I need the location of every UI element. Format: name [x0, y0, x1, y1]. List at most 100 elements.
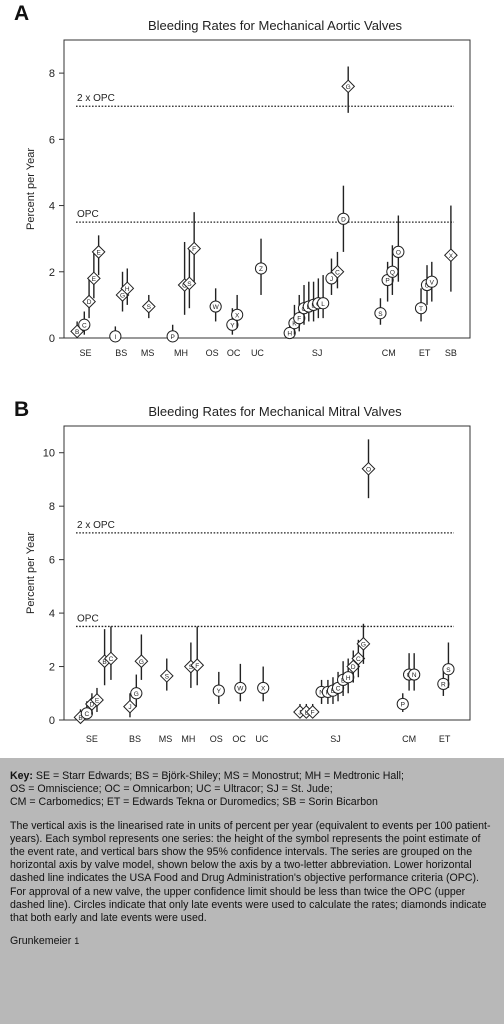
point-label: L: [321, 301, 325, 308]
circle-marker: [257, 681, 270, 695]
y-tick-label: 6: [49, 555, 55, 567]
point-label: P: [385, 278, 389, 285]
point-label: I: [114, 334, 116, 341]
y-axis-label: Percent per Year: [25, 148, 37, 230]
circle-marker: [109, 330, 122, 343]
point-label: T: [419, 306, 423, 313]
data-point: F: [190, 626, 205, 686]
key-line-2: OS = Omniscience; OC = Omnicarbon; UC = …: [10, 783, 333, 796]
point-label: C: [336, 686, 341, 693]
circle-marker: [166, 330, 179, 343]
circle-marker: [212, 684, 225, 697]
circle-marker: [374, 307, 387, 320]
group-label: UC: [251, 348, 264, 358]
circle-marker: [408, 668, 421, 681]
data-point: Y: [212, 671, 225, 704]
point-label: D: [90, 702, 95, 709]
diamond-marker: [190, 658, 205, 673]
point-label: B: [75, 329, 79, 336]
y-tick-label: 8: [49, 68, 55, 80]
data-point: F: [187, 212, 202, 282]
point-label: X: [449, 253, 454, 260]
circle-marker: [231, 308, 244, 321]
group-label: SE: [79, 348, 91, 358]
data-point: E: [91, 235, 106, 276]
point-label: F: [297, 316, 301, 323]
group-label: CM: [382, 348, 396, 358]
circle-marker: [442, 663, 455, 676]
group-label: ET: [439, 734, 451, 744]
key-heading: Key:: [10, 770, 33, 782]
panel-b-letter: B: [14, 398, 30, 421]
data-point: P: [396, 693, 409, 712]
point-label: C: [356, 656, 361, 663]
diamond-marker: [341, 79, 356, 94]
panel-a-letter: A: [14, 2, 30, 25]
caption-credit: Grunkemeier 1: [10, 935, 494, 948]
data-point: Q: [386, 245, 399, 295]
point-label: J: [298, 710, 301, 717]
circle-marker: [317, 297, 330, 310]
group-label: ET: [419, 348, 431, 358]
data-point: G: [130, 674, 143, 707]
data-point: D: [82, 278, 96, 319]
data-point: E: [86, 251, 101, 299]
point-label: K: [292, 321, 297, 328]
point-label: G: [346, 84, 351, 91]
diamond-marker: [351, 651, 366, 666]
y-tick-label: 0: [49, 715, 55, 727]
chart-title: Bleeding Rates for Mechanical Mitral Val…: [148, 404, 402, 419]
point-label: F: [311, 710, 315, 717]
key-line-1-text: SE = Starr Edwards; BS = Björk-Shiley; M…: [35, 770, 404, 782]
group-label: SE: [86, 734, 98, 744]
diamond-marker: [187, 241, 202, 256]
point-label: O: [366, 466, 371, 473]
point-label: C: [82, 322, 87, 329]
point-label: G: [134, 691, 139, 698]
data-point: S: [442, 642, 455, 688]
data-point: I: [109, 326, 122, 343]
circle-marker: [414, 302, 428, 315]
point-label: H: [125, 286, 130, 293]
data-point: E: [90, 687, 104, 712]
figure-caption: Key: SE = Starr Edwards; BS = Björk-Shil…: [0, 758, 504, 1024]
point-label: E: [95, 698, 100, 705]
group-label: OC: [232, 734, 246, 744]
point-label: S: [187, 281, 192, 288]
point-label: C: [84, 711, 89, 718]
point-label: F: [192, 246, 196, 253]
diamond-marker: [356, 636, 371, 651]
y-tick-label: 4: [49, 201, 55, 213]
group-label: SJ: [330, 734, 341, 744]
point-label: D: [341, 216, 346, 223]
circle-marker: [293, 312, 306, 325]
data-point: R: [437, 669, 450, 696]
diamond-marker: [134, 654, 149, 669]
point-label: B: [341, 678, 345, 685]
data-point: S: [141, 294, 156, 319]
y-axis-label: Percent per Year: [25, 532, 37, 614]
data-point: C: [351, 639, 366, 678]
point-label: E: [92, 276, 97, 283]
data-point: C: [104, 626, 118, 680]
data-point: X: [443, 205, 458, 292]
data-point: D: [337, 185, 350, 252]
mitral-bleeding-chart: Bleeding Rates for Mechanical Mitral Val…: [25, 404, 471, 744]
y-tick-label: 6: [49, 134, 55, 146]
circle-marker: [425, 275, 438, 288]
data-point: C: [330, 251, 345, 289]
point-label: V: [430, 279, 435, 286]
point-label: P: [170, 334, 174, 341]
point-label: C: [109, 656, 114, 663]
diamond-marker: [141, 299, 156, 314]
group-label: BS: [129, 734, 141, 744]
y-tick-label: 10: [43, 448, 55, 460]
diamond-marker: [123, 699, 137, 714]
data-point: O: [392, 215, 405, 282]
reference-line-label: 2 x OPC: [77, 520, 115, 531]
point-label: W: [213, 304, 220, 311]
point-label: Z: [259, 266, 263, 273]
data-point: V: [425, 261, 438, 302]
point-label: S: [378, 311, 383, 318]
circle-marker: [396, 697, 409, 711]
